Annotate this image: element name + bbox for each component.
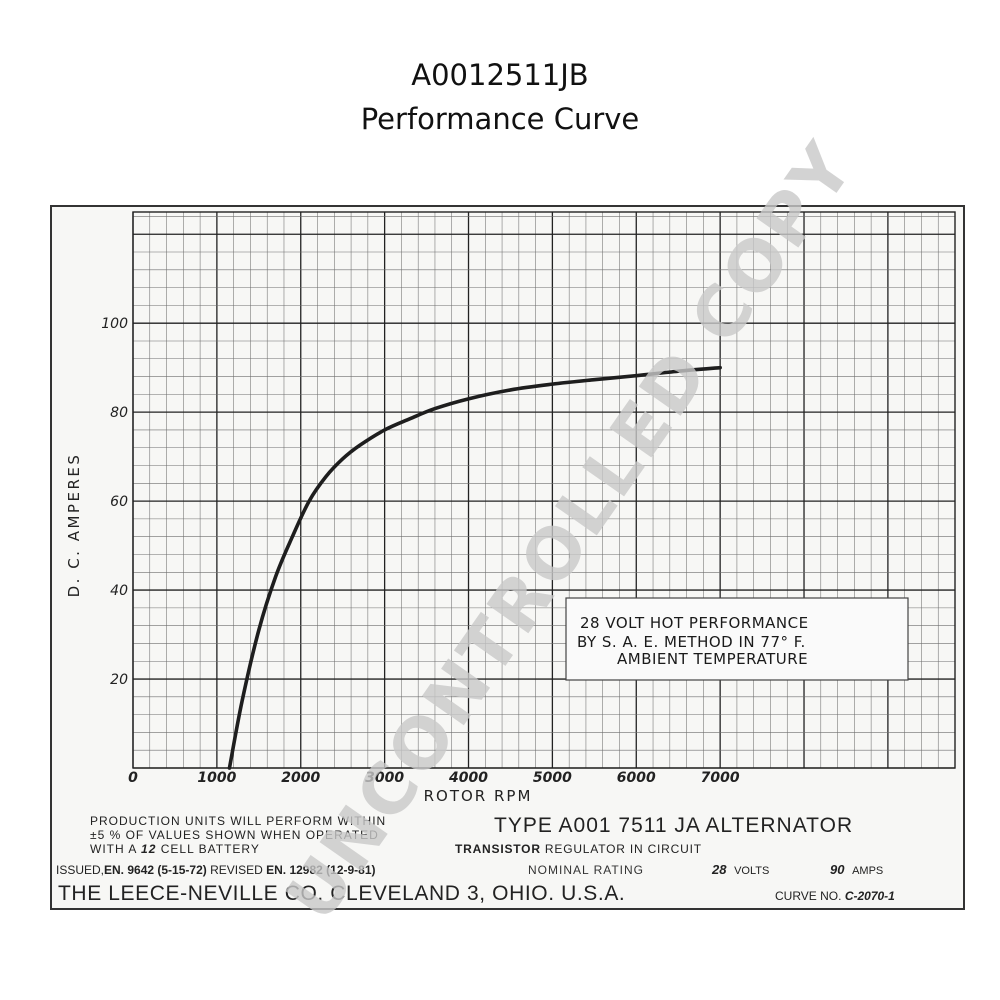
y-tick-label: 40 — [110, 583, 128, 599]
x-tick-label: 4000 — [448, 770, 488, 786]
plot-frame — [132, 211, 956, 769]
page-subtitle: Performance Curve — [360, 102, 640, 136]
series-curve — [227, 365, 722, 770]
y-tick-label: 20 — [110, 672, 128, 688]
y-axis-label: D. C. AMPERES — [65, 453, 83, 598]
curve-number: CURVE NO. C-2070-1 — [775, 889, 895, 903]
data-point — [383, 428, 386, 431]
x-tick-label: 6000 — [617, 770, 656, 786]
data-point — [308, 500, 311, 503]
nominal-amps: 90 AMPS — [830, 862, 883, 877]
data-point — [257, 629, 260, 632]
data-point — [593, 378, 596, 381]
data-point — [324, 475, 327, 478]
x-tick-label: 5000 — [533, 770, 572, 786]
x-tick-labels: 0 1000 2000 3000 4000 5000 6000 7000 — [128, 770, 740, 786]
data-point — [241, 700, 244, 703]
x-tick-label: 0 — [128, 770, 138, 786]
x-axis-label: ROTOR RPM — [424, 787, 533, 805]
annotation-line-1: 28 VOLT HOT PERFORMANCE — [580, 614, 809, 632]
y-tick-label: 60 — [110, 494, 128, 510]
production-line-2: ±5 % OF VALUES SHOWN WHEN OPERATED — [90, 828, 379, 842]
regulator-line: TRANSISTOR REGULATOR IN CIRCUIT — [455, 842, 702, 856]
production-line-1: PRODUCTION UNITS WILL PERFORM WITHIN — [90, 814, 386, 828]
annotation-line-3: AMBIENT TEMPERATURE — [617, 650, 808, 668]
alternator-type: TYPE A001 7511 JA ALTERNATOR — [494, 814, 853, 837]
nominal-rating-label: NOMINAL RATING — [528, 863, 644, 877]
production-line-3: WITH A 12 CELL BATTERY — [90, 842, 260, 856]
y-tick-labels: 20 40 60 80 100 — [101, 316, 128, 688]
x-tick-label: 7000 — [701, 770, 740, 786]
data-point — [341, 457, 344, 460]
x-tick-label: 3000 — [365, 770, 404, 786]
y-tick-label: 100 — [101, 316, 128, 332]
chart-grid — [132, 211, 956, 769]
nominal-volts: 28 VOLTS — [711, 862, 769, 877]
data-point — [509, 388, 512, 391]
x-tick-label: 1000 — [197, 770, 236, 786]
data-point — [433, 407, 436, 410]
data-point — [228, 767, 231, 770]
annotation-box — [565, 597, 909, 681]
company-name: THE LEECE-NEVILLE CO. CLEVELAND 3, OHIO.… — [58, 882, 625, 905]
page-title: A0012511JB — [411, 58, 589, 92]
data-point — [358, 444, 361, 447]
data-point — [551, 383, 554, 386]
issued-line: ISSUED,EN. 9642 (5-15-72) REVISED EN. 12… — [56, 863, 376, 877]
data-point — [291, 535, 294, 538]
y-tick-label: 80 — [110, 405, 128, 421]
data-point — [408, 417, 411, 420]
x-tick-label: 2000 — [281, 770, 320, 786]
annotation-line-2: BY S. A. E. METHOD IN 77° F. — [577, 633, 806, 651]
data-point — [467, 397, 470, 400]
data-point — [274, 575, 277, 578]
